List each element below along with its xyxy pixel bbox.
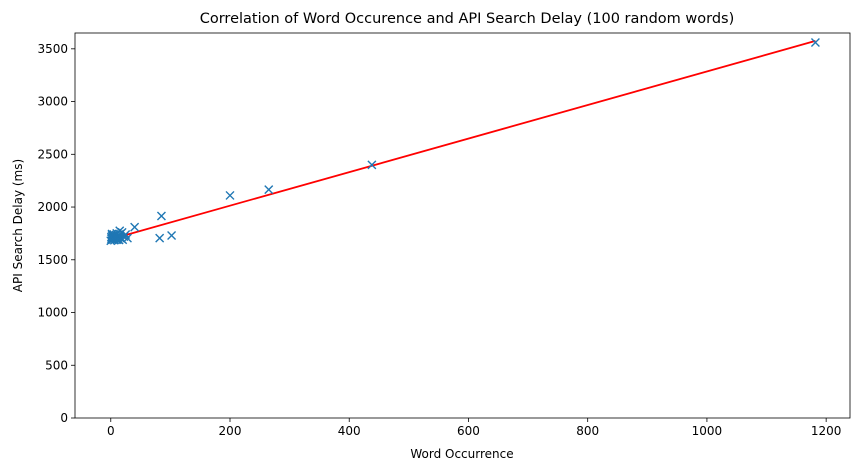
x-axis-label: Word Occurrence xyxy=(410,447,513,461)
x-tick-label: 800 xyxy=(576,424,599,438)
x-tick-label: 1000 xyxy=(692,424,723,438)
x-tick-label: 1200 xyxy=(811,424,842,438)
y-tick-label: 1000 xyxy=(37,306,68,320)
data-points-layer xyxy=(106,37,820,246)
y-axis-label: API Search Delay (ms) xyxy=(11,159,25,292)
y-tick-label: 3500 xyxy=(37,42,68,56)
data-point xyxy=(225,190,235,200)
data-point xyxy=(167,231,177,241)
y-tick-label: 0 xyxy=(60,411,68,425)
data-point xyxy=(155,233,165,243)
x-tick-label: 600 xyxy=(457,424,480,438)
data-point xyxy=(367,160,377,170)
y-tick-label: 2500 xyxy=(37,147,68,161)
y-tick-label: 500 xyxy=(45,358,68,372)
y-tick-label: 3000 xyxy=(37,95,68,109)
fit-line-layer xyxy=(110,40,816,241)
chart-title: Correlation of Word Occurence and API Se… xyxy=(200,11,735,27)
y-tick-label: 1500 xyxy=(37,253,68,267)
x-tick-label: 200 xyxy=(219,424,242,438)
data-point xyxy=(264,185,274,195)
plot-area xyxy=(74,32,851,419)
data-point xyxy=(130,222,140,232)
plot-frame xyxy=(74,32,851,419)
data-point xyxy=(122,233,132,243)
fit-line xyxy=(110,40,816,241)
x-tick-label: 400 xyxy=(338,424,361,438)
data-point xyxy=(115,226,125,236)
data-point xyxy=(156,211,166,221)
y-axis: 0 500 1000 1500 2000 2500 3000 3500 xyxy=(37,42,75,425)
y-tick-label: 2000 xyxy=(37,200,68,214)
data-point xyxy=(810,37,820,47)
x-axis: 0 200 400 600 800 1000 1200 xyxy=(107,418,841,438)
x-tick-label: 0 xyxy=(107,424,115,438)
